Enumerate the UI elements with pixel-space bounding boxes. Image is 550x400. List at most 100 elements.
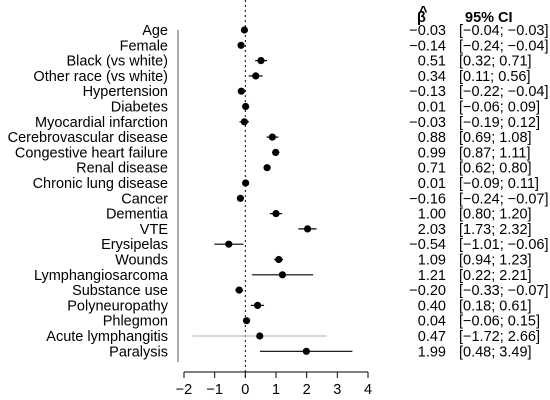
point-estimates xyxy=(225,26,312,355)
x-tick-label: 1 xyxy=(272,382,280,398)
point-estimate xyxy=(278,271,287,279)
row-label: Renal disease xyxy=(76,161,168,177)
ci-value: [−0.24; −0.04] xyxy=(459,38,549,54)
row-label: Cerebrovascular disease xyxy=(8,130,168,146)
ci-value: [0.80; 1.20] xyxy=(459,207,532,223)
beta-value: −0.03 xyxy=(409,115,446,131)
ci-value: [0.11; 0.56] xyxy=(459,69,530,85)
row-label: Polyneuropathy xyxy=(67,298,169,314)
beta-value: 0.01 xyxy=(418,176,446,192)
x-tick-label: −2 xyxy=(176,382,193,398)
ci-values: [−0.04; −0.03][−0.24; −0.04][0.32; 0.71]… xyxy=(459,23,549,360)
beta-value: 1.99 xyxy=(418,344,446,360)
point-estimate xyxy=(272,210,280,218)
point-estimate xyxy=(272,148,280,156)
ci-value: [1.73; 2.32] xyxy=(459,222,532,238)
row-label: Black (vs white) xyxy=(66,54,168,70)
ci-value: [0.48; 3.49] xyxy=(459,344,532,360)
beta-value: −0.54 xyxy=(409,237,446,253)
beta-value: 1.21 xyxy=(418,268,446,284)
beta-value: 0.88 xyxy=(418,130,446,146)
confidence-intervals xyxy=(192,29,353,352)
beta-value: 1.00 xyxy=(418,207,446,223)
point-estimate xyxy=(268,133,276,141)
ci-value: [0.94; 1.23] xyxy=(459,253,532,269)
ci-value: [−0.06; 0.09] xyxy=(459,100,540,116)
point-estimate xyxy=(275,255,283,264)
ci-value: [−0.04; −0.03] xyxy=(459,23,549,39)
x-tick-label: −1 xyxy=(206,382,223,398)
ci-value: [0.62; 0.80] xyxy=(459,161,532,177)
ci-value: [0.22; 2.21] xyxy=(459,268,532,284)
row-label: VTE xyxy=(140,222,169,238)
point-estimate xyxy=(242,102,250,111)
beta-value: −0.14 xyxy=(409,38,446,54)
row-label: Erysipelas xyxy=(101,237,168,253)
beta-value: 0.71 xyxy=(418,161,446,177)
row-label: Chronic lung disease xyxy=(33,176,168,192)
row-label: Phlegmon xyxy=(103,314,168,330)
x-tick-label: 0 xyxy=(241,382,249,398)
beta-value: 1.09 xyxy=(418,253,446,269)
beta-value: 0.51 xyxy=(418,54,446,70)
point-estimate xyxy=(240,26,249,34)
ci-header: 95% CI xyxy=(465,10,513,26)
point-estimate xyxy=(257,57,265,65)
beta-value: 0.34 xyxy=(418,69,446,85)
point-estimate xyxy=(252,72,260,80)
x-tick-label: 4 xyxy=(364,382,372,398)
point-estimate xyxy=(254,301,262,309)
ci-value: [−1.72; 2.66] xyxy=(459,329,540,345)
ci-value: [−0.06; 0.15] xyxy=(459,314,540,330)
ci-value: [−0.22; −0.04] xyxy=(459,84,549,100)
x-tick-label: 2 xyxy=(303,382,311,398)
beta-value: 2.03 xyxy=(418,222,446,238)
row-label: Hypertension xyxy=(83,84,168,100)
beta-value: −0.03 xyxy=(409,23,446,39)
ci-value: [−0.09; 0.11] xyxy=(459,176,539,192)
ci-value: [0.87; 1.11] xyxy=(459,145,530,161)
row-label: Wounds xyxy=(115,253,168,269)
x-tick-label: 3 xyxy=(333,382,341,398)
row-label: Dementia xyxy=(106,207,169,223)
row-label: Other race (vs white) xyxy=(33,69,168,85)
row-label: Acute lymphangitis xyxy=(46,329,168,345)
beta-value: 0.99 xyxy=(418,145,446,161)
ci-value: [−0.24; −0.07] xyxy=(459,191,549,207)
beta-header-hat: ^ xyxy=(419,4,428,20)
row-label: Substance use xyxy=(72,283,168,299)
ci-value: [0.32; 0.71] xyxy=(459,54,532,70)
point-estimate xyxy=(237,41,245,49)
row-label: Female xyxy=(120,38,168,54)
ci-value: [−0.33; −0.07] xyxy=(459,283,549,299)
point-estimate xyxy=(242,317,251,325)
point-estimate xyxy=(237,87,245,95)
ci-value: [0.18; 0.61] xyxy=(459,298,532,314)
row-label: Cancer xyxy=(121,191,168,207)
point-estimate xyxy=(302,347,310,355)
row-label: Paralysis xyxy=(109,344,168,360)
ci-value: [−1.01; −0.06] xyxy=(459,237,549,253)
beta-value: −0.13 xyxy=(409,84,446,100)
beta-value: −0.20 xyxy=(409,283,446,299)
row-label: Lymphangiosarcoma xyxy=(34,268,169,284)
beta-value: 0.04 xyxy=(418,314,446,330)
ci-value: [−0.19; 0.12] xyxy=(459,115,540,131)
beta-value: 0.40 xyxy=(418,298,446,314)
row-label: Congestive heart failure xyxy=(15,145,168,161)
row-label: Age xyxy=(142,23,168,39)
point-estimate xyxy=(242,179,250,187)
point-estimate xyxy=(225,240,233,248)
point-estimate xyxy=(240,118,249,126)
point-estimate xyxy=(303,225,312,233)
point-estimate xyxy=(263,164,271,172)
ci-value: [0.69; 1.08] xyxy=(459,130,532,146)
beta-value: −0.16 xyxy=(409,191,446,207)
point-estimate xyxy=(235,286,243,294)
beta-values: −0.03−0.140.510.34−0.130.01−0.030.880.99… xyxy=(409,23,446,360)
beta-value: 0.47 xyxy=(418,329,446,345)
beta-header: β xyxy=(417,10,426,26)
x-axis: −2 −1 0 1 2 3 4 xyxy=(176,371,372,398)
row-label: Myocardial infarction xyxy=(35,115,168,131)
